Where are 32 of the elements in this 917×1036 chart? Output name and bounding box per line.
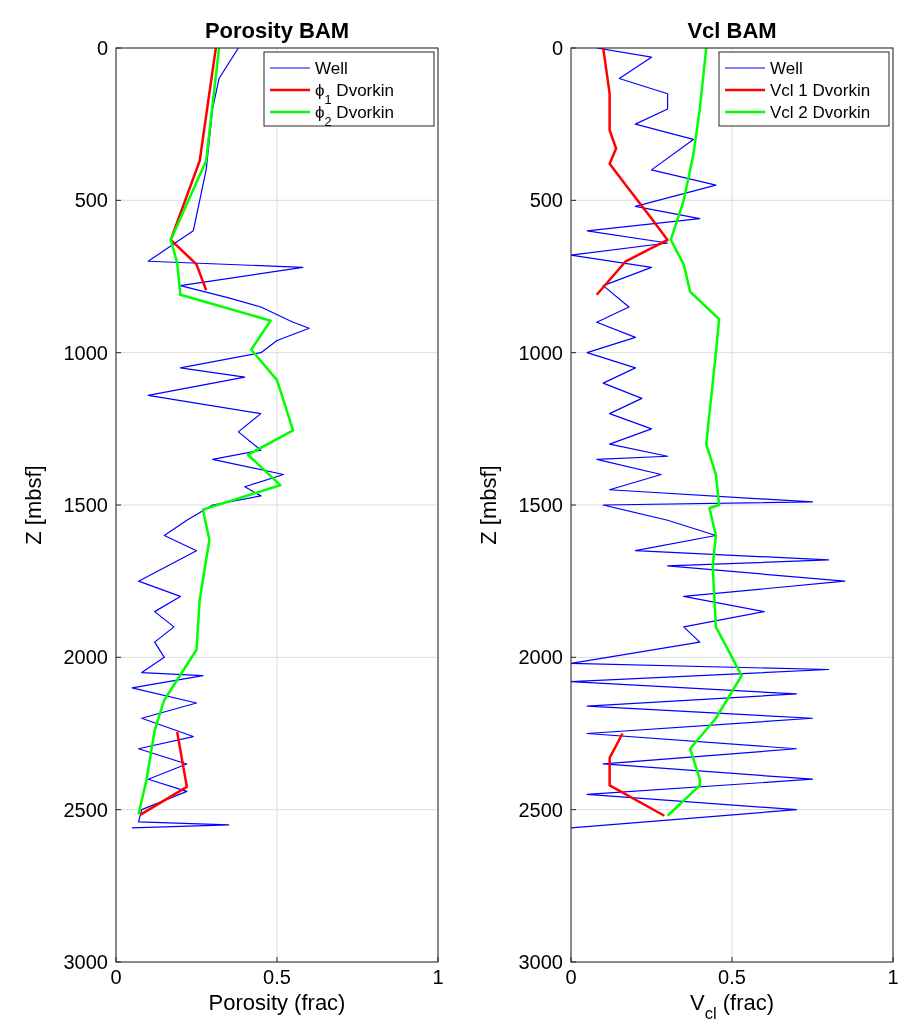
y-axis-title: Z [mbsf]	[21, 465, 46, 545]
line-series	[666, 48, 743, 818]
legend-label: Well	[770, 58, 803, 78]
x-axis-title: Porosity (frac)	[208, 990, 346, 1015]
legend-label: Vcl 2 Dvorkin	[770, 102, 871, 122]
x-tick-label: 1	[887, 966, 899, 988]
legend-label: Well	[315, 58, 348, 78]
y-tick-label: 0	[551, 37, 563, 59]
chart-title: Vcl BAM	[687, 18, 777, 43]
y-tick-label: 1000	[518, 341, 563, 364]
y-tick-label: 1000	[63, 341, 108, 364]
y-tick-label: 3000	[518, 951, 563, 973]
y-tick-label: 2500	[518, 798, 563, 821]
y-tick-label: 500	[529, 189, 563, 212]
x-tick-label: 0.5	[718, 966, 746, 988]
y-tick-label: 2500	[63, 798, 108, 821]
x-tick-label: 1	[432, 966, 444, 988]
y-tick-label: 2000	[63, 646, 108, 669]
x-tick-label: 0.5	[263, 966, 291, 988]
legend-label: ϕ$_{1}$ Dvorkin	[315, 80, 394, 107]
y-tick-label: 0	[96, 37, 108, 59]
y-tick-label: 1500	[63, 494, 108, 516]
y-tick-label: 2000	[518, 646, 563, 669]
legend-label: Vcl 1 Dvorkin	[770, 80, 871, 100]
chart-title: Porosity BAM	[204, 18, 350, 43]
y-tick-label: 500	[74, 189, 108, 212]
y-tick-label: 1500	[518, 494, 563, 516]
y-tick-label: 3000	[63, 951, 108, 973]
x-axis-title: V$_{cl}$ (frac)	[689, 990, 775, 1022]
y-axis-title: Z [mbsf]	[476, 465, 501, 545]
x-tick-label: 0	[110, 966, 122, 988]
x-tick-label: 0	[565, 966, 577, 988]
